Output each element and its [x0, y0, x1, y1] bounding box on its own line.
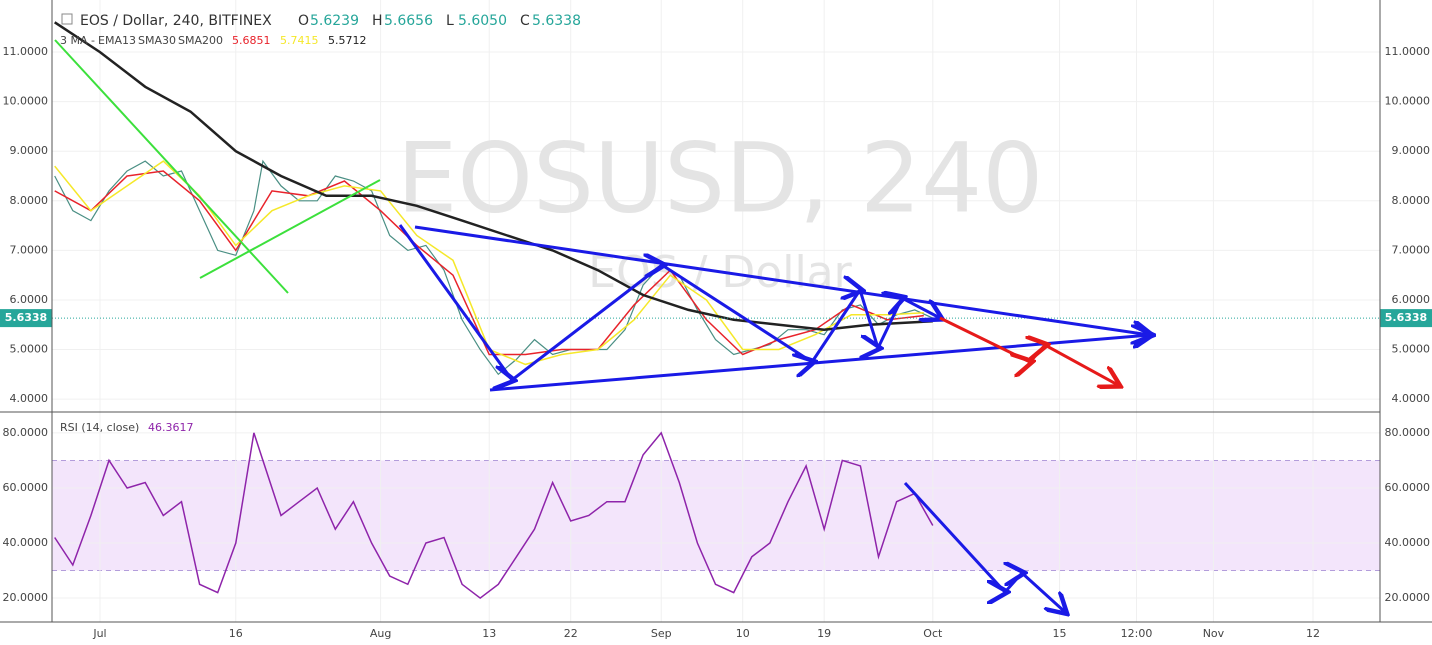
x-tick-label: 16 — [229, 627, 243, 640]
ma-prefix: 3 MA - — [60, 34, 95, 47]
series-line — [54, 431, 934, 600]
trend-line — [199, 179, 381, 279]
price-badge-label: 5.6338 — [1385, 311, 1427, 324]
y2-tick-label: 8.0000 — [1392, 194, 1431, 207]
y-tick-label: 8.0000 — [10, 194, 49, 207]
y-tick-label: 11.0000 — [3, 45, 49, 58]
y2-tick-label: 7.0000 — [1392, 243, 1431, 256]
x-tick-label: Jul — [92, 627, 106, 640]
x-tick-label: 12:00 — [1121, 627, 1153, 640]
y2-tick-label: 40.0000 — [1385, 536, 1431, 549]
plot: 4.0000 4.0000 5.0000 5.0000 6.0000 6.0000 7.00… — [0, 21, 1432, 640]
x-tick-label: 15 — [1053, 627, 1067, 640]
ohlc-value: 5.6239 — [310, 13, 359, 29]
y-tick-label: 40.0000 — [3, 536, 49, 549]
y-tick-label: 9.0000 — [10, 144, 49, 157]
ma-name: SMA200 — [178, 34, 223, 47]
y2-tick-label: 9.0000 — [1392, 144, 1431, 157]
x-tick-label: Aug — [370, 627, 391, 640]
price-badge-label: 5.6338 — [5, 311, 47, 324]
ma-last-value: 5.5712 — [328, 34, 367, 47]
collapse-icon[interactable] — [61, 13, 73, 25]
rsi-last: 46.3617 — [148, 421, 194, 434]
forecast-arrows — [939, 316, 1118, 385]
y-tick-label: 5.0000 — [10, 343, 49, 356]
x-tick-label: Oct — [923, 627, 943, 640]
rsi-arrows — [903, 481, 1065, 612]
y-tick-label: 6.0000 — [10, 293, 49, 306]
y-tick-label: 80.0000 — [3, 426, 49, 439]
y2-tick-label: 60.0000 — [1385, 481, 1431, 494]
y2-tick-label: 6.0000 — [1392, 293, 1431, 306]
ohlc-value: 5.6656 — [384, 13, 433, 29]
x-tick-label: 13 — [482, 627, 496, 640]
ma-name: EMA13 — [98, 34, 136, 47]
y2-tick-label: 20.0000 — [1385, 591, 1431, 604]
ma-last-value: 5.7415 — [280, 34, 319, 47]
ohlc-value: 5.6338 — [532, 13, 581, 29]
ohlc-key: L — [446, 13, 454, 29]
ma-name: SMA30 — [138, 34, 176, 47]
rsi-title: RSI (14, close) — [60, 421, 139, 434]
grid — [52, 0, 1380, 622]
y2-tick-label: 11.0000 — [1385, 45, 1431, 58]
y2-tick-label: 5.0000 — [1392, 343, 1431, 356]
price-badge — [0, 309, 52, 328]
wave-arrows — [398, 224, 940, 380]
ohlc-key: C — [520, 13, 530, 29]
ma-last-value: 5.6851 — [232, 34, 271, 47]
ohlc-key: H — [372, 13, 383, 29]
ohlc: O 5.6239 H 5.6656 L 5.6050 C 5.6338 — [298, 13, 581, 29]
x-tick-label: 10 — [736, 627, 750, 640]
price-badge — [1380, 309, 1432, 328]
ohlc-value: 5.6050 — [458, 13, 507, 29]
y2-tick-label: 4.0000 — [1392, 392, 1431, 405]
y-tick-label: 60.0000 — [3, 481, 49, 494]
y-tick-label: 7.0000 — [10, 243, 49, 256]
x-tick-label: 19 — [817, 627, 831, 640]
x-tick-label: 22 — [564, 627, 578, 640]
x-tick-label: Nov — [1203, 627, 1225, 640]
ohlc-key: O — [298, 13, 309, 29]
y-tick-label: 10.0000 — [3, 95, 49, 108]
ma-legend: 3 MA - EMA13 SMA30 SMA200 5.6851 5.7415 5.5712 — [60, 34, 367, 47]
rsi-band — [52, 460, 1380, 571]
y2-tick-label: 10.0000 — [1385, 95, 1431, 108]
y2-tick-label: 80.0000 — [1385, 426, 1431, 439]
x-tick-label: Sep — [651, 627, 672, 640]
watermark: EOSUSD, 240 — [397, 122, 1044, 234]
x-tick-label: 12 — [1306, 627, 1320, 640]
y-tick-label: 20.0000 — [3, 591, 49, 604]
symbol-title: EOS / Dollar, 240, BITFINEX — [80, 13, 272, 29]
drawings — [54, 39, 1150, 612]
y-tick-label: 4.0000 — [10, 392, 49, 405]
